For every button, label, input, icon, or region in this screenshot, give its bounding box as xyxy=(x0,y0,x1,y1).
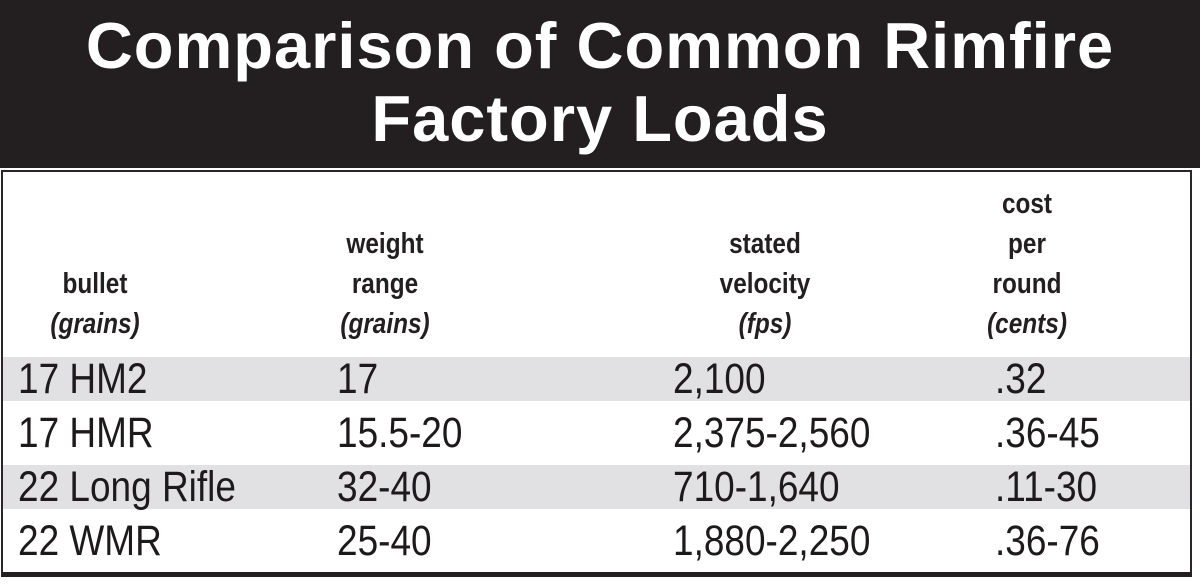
column-header-label: per xyxy=(1008,228,1046,260)
column-header-label: stated xyxy=(729,228,801,260)
column-header-unit: (grains) xyxy=(340,308,430,340)
page-title-line2: Factory Loads xyxy=(371,82,829,155)
cell-bullet: 17 HM2 xyxy=(18,355,148,403)
page-title-line1: Comparison of Common Rimfire xyxy=(85,9,1115,82)
cell-weight-range: 17 xyxy=(337,355,379,403)
cell-stated-velocity: 2,100 xyxy=(673,355,766,403)
cell-cost-per-round: .11-30 xyxy=(995,463,1098,511)
column-header-label: cost xyxy=(1001,188,1053,220)
table-row: 22 Long Rifle 32-40 710-1,640 .11-30 xyxy=(3,464,1190,518)
column-header-stated-velocity: stated velocity (fps) xyxy=(720,224,811,344)
cell-stated-velocity: 2,375-2,560 xyxy=(673,409,871,457)
cell-weight-range: 15.5-20 xyxy=(337,409,463,457)
table-row: 17 HMR 15.5-20 2,375-2,560 .36-45 xyxy=(3,410,1190,464)
cell-cost-per-round: .36-45 xyxy=(995,409,1100,457)
column-header-label: bullet xyxy=(62,268,128,300)
column-header-cost-per-round: cost per round (cents) xyxy=(987,184,1067,344)
cell-cost-per-round: .36-76 xyxy=(995,517,1100,565)
table-body: 17 HM2 17 2,100 .32 17 HMR 15.5-20 2,375… xyxy=(3,356,1190,572)
cell-stated-velocity: 710-1,640 xyxy=(673,463,840,511)
table-row: 17 HM2 17 2,100 .32 xyxy=(3,356,1190,410)
table-row: 22 WMR 25-40 1,880-2,250 .36-76 xyxy=(3,518,1190,572)
column-header-label: velocity xyxy=(719,268,811,300)
cell-bullet: 22 Long Rifle xyxy=(18,463,236,511)
column-header-label: weight xyxy=(346,228,424,260)
title-banner: Comparison of Common Rimfire Factory Loa… xyxy=(0,0,1200,168)
column-header-label: round xyxy=(992,268,1062,300)
cell-bullet: 17 HMR xyxy=(18,409,154,457)
column-header-unit: (grains) xyxy=(50,308,140,340)
column-header-unit: (fps) xyxy=(738,308,792,340)
cell-stated-velocity: 1,880-2,250 xyxy=(673,517,871,565)
column-header-weight-range: weight range (grains) xyxy=(340,224,429,344)
cell-bullet: 22 WMR xyxy=(18,517,162,565)
cell-weight-range: 32-40 xyxy=(337,463,432,511)
cell-cost-per-round: .32 xyxy=(995,355,1047,403)
cell-weight-range: 25-40 xyxy=(337,517,432,565)
column-header-unit: (cents) xyxy=(987,308,1067,340)
comparison-table: bullet (grains) weight range (grains) st… xyxy=(1,170,1192,577)
page-title: Comparison of Common Rimfire Factory Loa… xyxy=(0,9,1200,155)
table-header-row: bullet (grains) weight range (grains) st… xyxy=(3,172,1190,356)
column-header-label: range xyxy=(351,268,419,300)
column-header-bullet: bullet (grains) xyxy=(50,264,139,344)
